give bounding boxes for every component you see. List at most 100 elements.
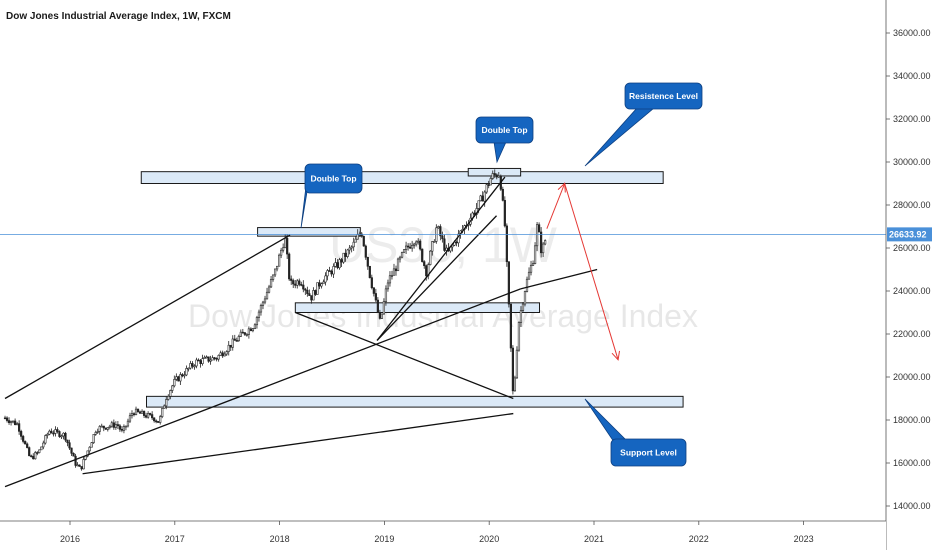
candle-body xyxy=(523,291,527,305)
zone-rect-3 xyxy=(294,302,541,314)
candle-body xyxy=(263,298,267,303)
candle-body xyxy=(511,347,515,392)
candle-body xyxy=(439,226,442,237)
candle-body xyxy=(443,238,446,251)
candle-body xyxy=(201,358,204,364)
trendline-2 xyxy=(520,268,598,290)
candle-body xyxy=(314,290,317,295)
candle-body xyxy=(48,430,51,435)
chart-header-title: Dow Jones Industrial Average Index, 1W, … xyxy=(6,11,231,22)
candle-body xyxy=(149,413,152,415)
candle-body xyxy=(362,236,365,247)
candle-body xyxy=(342,252,345,263)
candle-body xyxy=(233,338,236,341)
candle-body xyxy=(20,431,23,437)
candle-body xyxy=(3,417,7,420)
x-tick-label: 2016 xyxy=(60,534,80,544)
candle-body xyxy=(382,301,386,315)
candle-body xyxy=(320,283,323,287)
candle-body xyxy=(296,280,299,286)
candle-body xyxy=(136,408,140,413)
candle-body xyxy=(540,231,543,254)
candle-body xyxy=(114,424,117,428)
candle-body xyxy=(284,237,287,249)
candle-body xyxy=(388,275,392,284)
trendline-6 xyxy=(376,215,498,341)
callout-double-top-2-label: Double Top xyxy=(481,125,527,135)
candle-body xyxy=(189,363,192,369)
candle-body xyxy=(400,251,404,258)
callout-support-box[interactable] xyxy=(610,438,687,467)
candle-body xyxy=(445,247,448,251)
candle-body xyxy=(322,281,325,285)
candle-body xyxy=(392,268,396,276)
candle-body xyxy=(167,395,170,400)
candle-body xyxy=(56,429,59,432)
zone-rect-4 xyxy=(146,395,684,408)
callout-resistance-box[interactable] xyxy=(624,82,703,110)
zone-rect-1 xyxy=(257,227,361,237)
candle-body xyxy=(223,353,226,357)
candle-body xyxy=(533,245,537,264)
candle-body xyxy=(290,278,293,281)
callout-double-top-2-box[interactable] xyxy=(475,116,534,144)
candle-body xyxy=(227,344,230,352)
candle-body xyxy=(328,270,331,272)
candle-body xyxy=(110,422,113,427)
candle-body xyxy=(505,225,508,263)
candle-body xyxy=(302,284,305,290)
callout-resistance-tail xyxy=(584,107,656,167)
candle-body xyxy=(455,241,458,244)
candle-body xyxy=(203,357,206,359)
candle-body xyxy=(292,280,295,285)
callout-double-top-1-label: Double Top xyxy=(310,174,356,184)
candle-body xyxy=(507,261,510,305)
candle-body xyxy=(433,241,436,243)
candle-body xyxy=(519,310,523,323)
candle-body xyxy=(140,410,144,414)
candle-body xyxy=(346,249,349,257)
candle-body xyxy=(197,359,200,362)
candle-body xyxy=(46,433,49,436)
candle-body xyxy=(366,256,369,267)
candle-body xyxy=(509,303,512,349)
y-tick-label: 24000.00 xyxy=(893,286,931,296)
candle-body xyxy=(278,254,281,267)
trendline-1 xyxy=(4,288,521,488)
candle-body xyxy=(350,246,353,249)
candle-body xyxy=(485,184,488,193)
y-tick-label: 36000.00 xyxy=(893,28,931,38)
candle-body xyxy=(404,245,408,250)
candle-body xyxy=(542,243,545,254)
candle-body xyxy=(437,226,440,229)
candle-body xyxy=(417,240,420,243)
candle-body xyxy=(26,443,29,448)
candle-body xyxy=(106,427,109,430)
candle-body xyxy=(477,200,480,209)
candle-body xyxy=(157,421,160,423)
candle-body xyxy=(52,432,55,435)
callout-double-top-1-box[interactable] xyxy=(304,163,363,194)
candle-body xyxy=(273,268,277,276)
candle-body xyxy=(122,426,126,431)
candle-body xyxy=(54,429,57,434)
candle-body xyxy=(60,435,63,438)
candle-body xyxy=(338,259,341,269)
candle-body xyxy=(116,424,119,427)
candle-body xyxy=(282,247,285,251)
candle-body xyxy=(294,283,297,286)
candle-body xyxy=(336,262,339,269)
candle-body xyxy=(68,442,71,449)
y-tick-label: 22000.00 xyxy=(893,329,931,339)
candle-body xyxy=(36,452,39,454)
candle-body xyxy=(24,441,27,445)
candle-body xyxy=(211,357,214,361)
candle-body xyxy=(298,280,301,285)
candle-body xyxy=(259,304,263,313)
candle-body xyxy=(332,266,335,275)
callout-resistance-label: Resistence Level xyxy=(629,91,698,101)
candle-body xyxy=(497,175,500,178)
candle-body xyxy=(419,240,422,250)
